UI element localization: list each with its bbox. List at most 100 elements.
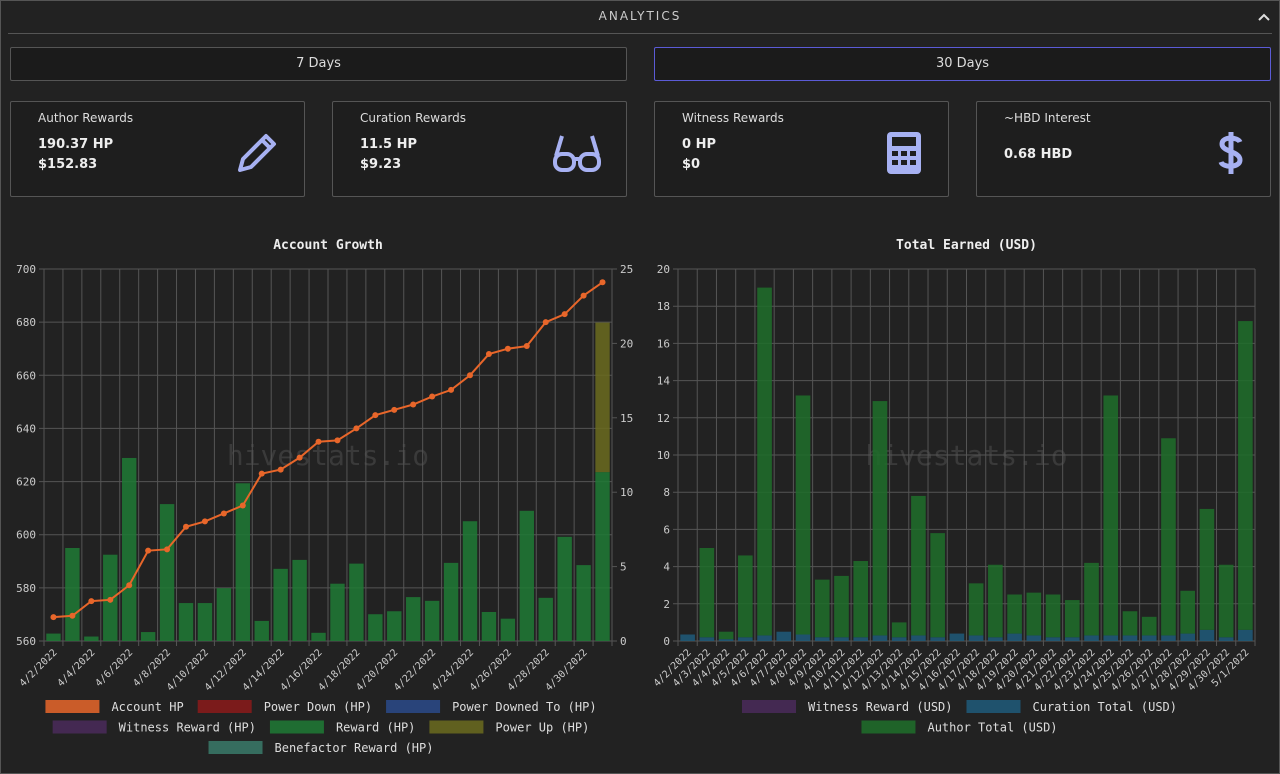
point (164, 546, 171, 553)
legend-item: Reward (HP) (269, 720, 415, 735)
bar (814, 579, 830, 638)
card-value: 0.68 HBD (1004, 147, 1073, 162)
bar (406, 597, 421, 641)
legend-label: Power Down (HP) (264, 700, 372, 714)
y2-tick-label: 0 (620, 635, 627, 648)
bar (1218, 564, 1234, 638)
bar (834, 575, 849, 638)
bar (1103, 395, 1119, 636)
card-title: Author Rewards (38, 111, 134, 125)
chart-title: Account Growth (273, 238, 383, 253)
legend-item: Account HP (45, 700, 184, 714)
bar (65, 548, 80, 641)
card-title: Witness Rewards (682, 111, 784, 125)
chart-title: Total Earned (USD) (896, 238, 1037, 253)
point (372, 412, 379, 419)
collapse-caret[interactable] (1258, 12, 1270, 22)
y-tick-label: 10 (657, 449, 670, 462)
bar (1026, 592, 1042, 636)
card-title: Curation Rewards (360, 111, 467, 125)
y2-tick-label: 15 (620, 412, 633, 425)
line (53, 281, 604, 619)
bar (776, 631, 792, 641)
y2-tick-label: 20 (620, 337, 633, 350)
card: Witness Rewards 0 HP $0 (654, 101, 949, 197)
bar (178, 603, 194, 641)
y-tick-label: 580 (16, 582, 36, 595)
y-tick-label: 700 (16, 263, 36, 276)
bar (1238, 321, 1253, 630)
legend-item: Power Downed To (HP) (386, 700, 597, 714)
point (467, 372, 473, 379)
bar (216, 588, 232, 641)
bar (1199, 508, 1215, 630)
legend-label: Benefactor Reward (HP) (275, 741, 434, 755)
bar (387, 611, 402, 641)
point (145, 547, 152, 554)
legend-swatch (269, 720, 324, 734)
button-7-days[interactable]: 7 Days (10, 47, 627, 81)
bar (1026, 635, 1042, 641)
legend-swatch (861, 720, 916, 734)
bar (1161, 635, 1176, 641)
point (599, 279, 606, 286)
y-tick-label: 6 (663, 523, 670, 536)
y-tick-label: 18 (657, 300, 670, 313)
y-tick-label: 20 (657, 263, 670, 276)
x-tick-label: 4/6/2022 (93, 647, 135, 689)
bar (1084, 562, 1099, 636)
legend-item: Author Total (USD) (861, 720, 1058, 735)
bar (680, 634, 695, 641)
bar (1141, 635, 1157, 641)
bar (891, 622, 907, 638)
bar (1122, 611, 1138, 636)
bar (349, 563, 364, 641)
point (296, 454, 303, 461)
legend-item: Curation Total (USD) (966, 700, 1177, 714)
point (353, 425, 360, 432)
y-tick-label: 680 (16, 316, 36, 329)
legend-swatch (429, 720, 484, 734)
point (107, 596, 114, 603)
point (334, 437, 341, 444)
bar (757, 287, 772, 636)
y-tick-label: 2 (663, 598, 670, 611)
bar (273, 568, 288, 641)
point (201, 518, 208, 525)
bar (140, 632, 156, 641)
point (561, 311, 568, 318)
legend-label: Power Up (HP) (495, 721, 589, 735)
bar (814, 637, 830, 641)
card-value: $152.83 (38, 157, 98, 172)
y-tick-label: 12 (657, 412, 670, 425)
bar (557, 536, 572, 641)
legend-item: Witness Reward (USD) (742, 700, 953, 714)
point (504, 345, 511, 352)
point (183, 523, 189, 530)
legend-swatch (52, 720, 107, 734)
card-value: 0 HP (682, 137, 716, 152)
button-30-days[interactable]: 30 Days (654, 47, 1271, 81)
bar (1045, 637, 1061, 641)
legend-label: Witness Reward (USD) (808, 700, 953, 714)
bar (1064, 600, 1080, 638)
point (126, 582, 133, 589)
y-tick-label: 640 (16, 422, 36, 435)
y-tick-label: 560 (16, 635, 36, 648)
legend-swatch (742, 700, 796, 713)
bar (718, 639, 734, 641)
bar (795, 634, 811, 641)
card-value: $0 (682, 157, 701, 172)
bar (795, 395, 811, 635)
bar (1045, 594, 1061, 638)
point (410, 401, 417, 408)
point (50, 614, 57, 621)
bar (988, 564, 1003, 638)
glasses-icon (553, 135, 601, 172)
bar (235, 483, 250, 641)
y-tick-label: 4 (663, 561, 670, 574)
header-title: ANALYTICS (598, 9, 682, 23)
bar (462, 521, 478, 641)
legend-item: Power Up (HP) (429, 720, 589, 735)
